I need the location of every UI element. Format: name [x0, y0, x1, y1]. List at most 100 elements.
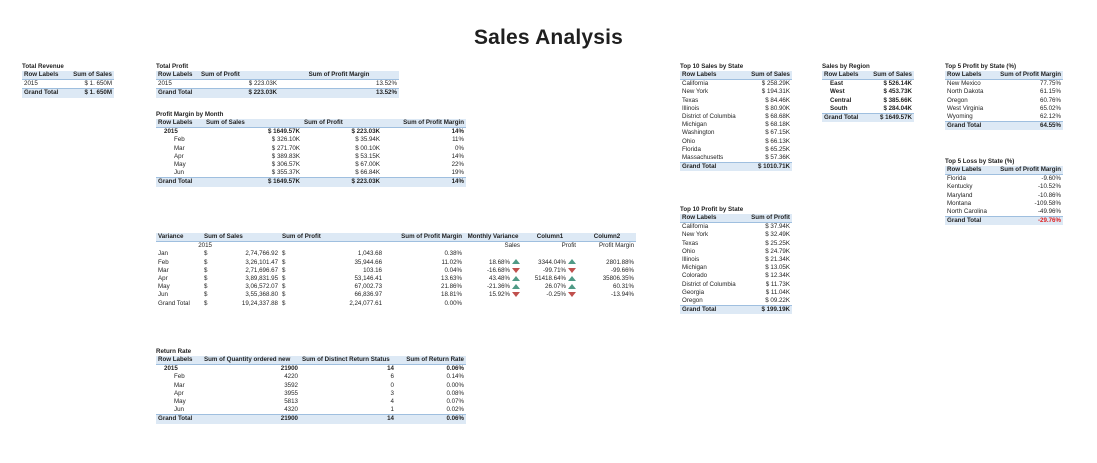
col-header[interactable]: Sum of Return Rate [396, 356, 466, 366]
grand-total-value[interactable]: $ 223.03K [199, 88, 279, 98]
grand-total-label[interactable]: Grand Total [156, 414, 202, 424]
grand-total-value[interactable]: 14 [300, 414, 396, 424]
row-label[interactable]: 2015 [24, 80, 38, 88]
table-row[interactable]: District of Columbia $ 11.73K [680, 281, 792, 289]
col-header[interactable]: Row Labels [680, 214, 746, 224]
col-header[interactable]: Sum of Sales [202, 233, 281, 243]
table-row[interactable]: Mar 3592 0 0.00% [156, 382, 466, 390]
cell-value[interactable]: $ 1. 650M [84, 80, 112, 88]
col-header[interactable]: Row Labels [945, 166, 995, 176]
table-row[interactable]: Kentucky -10.52% [945, 183, 1063, 191]
table-row[interactable]: Apr $3,89,831.95 $53,146.41 13.63% 43.48% 514… [156, 275, 636, 283]
cell-value[interactable]: 14 [387, 365, 394, 373]
grand-total-label[interactable]: Grand Total [22, 88, 64, 98]
table-row[interactable]: Maryland -10.86% [945, 192, 1063, 200]
table-row[interactable]: Michigan $ 13.05K [680, 264, 792, 272]
grand-total-value[interactable]: 0.06% [396, 414, 466, 424]
table-row[interactable]: May $ 306.57K $ 67.00K 22% [156, 161, 466, 169]
table-row[interactable]: North Carolina -49.96% [945, 208, 1063, 217]
table-row[interactable]: Texas $ 25.25K [680, 240, 792, 248]
col-header[interactable]: Row Labels [156, 119, 204, 129]
col-header[interactable]: Monthly Variance [464, 233, 523, 243]
grand-total-value[interactable]: 21900 [202, 414, 300, 424]
table-row[interactable]: Feb 4220 6 0.14% [156, 373, 466, 381]
table-row[interactable]: Michigan $ 68.18K [680, 121, 792, 129]
table-row[interactable]: New York $ 194.31K [680, 88, 792, 96]
col-header[interactable]: Column1 [522, 233, 579, 243]
table-row[interactable]: New Mexico 77.75% [945, 80, 1063, 89]
table-row[interactable]: North Dakota 61.15% [945, 88, 1063, 96]
table-row[interactable]: Feb $ 326.10K $ 35.94K 11% [156, 136, 466, 144]
grand-total-label[interactable]: Grand Total [156, 177, 204, 187]
col-header[interactable]: Sum of Profit [302, 119, 382, 129]
year-row-label[interactable]: 2015 [164, 128, 178, 136]
table-row[interactable]: Apr $ 389.83K $ 53.15K 14% [156, 153, 466, 161]
cell-value[interactable]: 0.06% [446, 365, 464, 373]
cell-value[interactable]: $ 223.03K [248, 80, 277, 88]
col-header[interactable]: Sum of Profit [199, 71, 279, 81]
table-row[interactable]: Massachusetts $ 57.36K [680, 154, 792, 163]
table-row[interactable]: West Virginia 65.02% [945, 105, 1063, 113]
col-header[interactable]: Sum of Profit Margin [279, 71, 399, 81]
col-header[interactable]: Sum of Sales [204, 119, 302, 129]
grand-total-row[interactable]: Grand Total 64.55% [945, 121, 1063, 131]
table-row[interactable]: Florida $ 65.25K [680, 146, 792, 154]
table-row[interactable]: Ohio $ 66.13K [680, 138, 792, 146]
col-header[interactable]: Sum of Quantity ordered new [202, 356, 300, 366]
col-header[interactable]: Column2 [578, 233, 637, 243]
grand-total-row[interactable]: Grand Total $ 1010.71K [680, 162, 792, 172]
grand-total-value[interactable]: $ 1. 650M [64, 88, 114, 98]
table-row[interactable]: Central $ 385.66K [822, 97, 914, 105]
col-header[interactable]: Row Labels [156, 356, 202, 366]
grand-total-value[interactable]: 14% [382, 177, 466, 187]
col-header[interactable]: Sum of Sales [866, 71, 914, 81]
year-row-label[interactable]: 2015 [164, 365, 178, 373]
table-row[interactable]: Apr 3955 3 0.08% [156, 390, 466, 398]
col-header[interactable]: Row Labels [680, 71, 746, 81]
table-row[interactable]: California $ 37.94K [680, 223, 792, 232]
cell-value[interactable]: 21900 [280, 365, 298, 373]
table-row[interactable]: May $3,06,572.07 $67,002.73 21.86% -21.36% 26… [156, 283, 636, 291]
col-header[interactable]: Sum of Profit Margin [995, 166, 1063, 176]
col-header[interactable]: Variance [156, 233, 202, 243]
table-row[interactable]: District of Columbia $ 68.68K [680, 113, 792, 121]
table-row[interactable]: Ohio $ 24.79K [680, 248, 792, 256]
col-header[interactable]: Sum of Sales [746, 71, 792, 81]
table-row[interactable]: Montana -109.58% [945, 200, 1063, 208]
table-row[interactable]: Jan $2,74,766.92 $1,043.68 0.38% [156, 250, 636, 258]
table-row[interactable]: Feb $3,26,101.47 $35,944.66 11.02% 18.68% 334… [156, 259, 636, 267]
col-header[interactable]: Sum of Profit Margin [995, 71, 1063, 81]
table-row[interactable]: Grand Total $19,24,337.88 $2,24,077.61 0.00… [156, 300, 636, 308]
table-row[interactable]: Oregon 60.76% [945, 97, 1063, 105]
table-row[interactable]: Illinois $ 80.90K [680, 105, 792, 113]
col-header[interactable]: Sum of Profit Margin [384, 233, 465, 243]
table-row[interactable]: Mar $ 271.70K $ 00.10K 0% [156, 145, 466, 153]
table-row[interactable]: Colorado $ 12.34K [680, 272, 792, 280]
col-header[interactable]: Sum of Profit [280, 233, 385, 243]
grand-total-value[interactable]: 13.52% [279, 88, 399, 98]
table-row[interactable]: Mar $2,71,696.67 $103.16 0.04% -16.68% -99.71… [156, 267, 636, 275]
cell-value[interactable]: $ 223.03K [351, 128, 380, 136]
table-row[interactable]: East $ 526.14K [822, 80, 914, 89]
table-row[interactable]: West $ 453.73K [822, 88, 914, 96]
col-header[interactable]: Sum of Sales [64, 71, 114, 81]
cell-value[interactable]: 13.52% [376, 80, 397, 88]
col-header[interactable]: Sum of Profit Margin [382, 119, 466, 129]
grand-total-row[interactable]: Grand Total $ 199.19K [680, 305, 792, 315]
table-row[interactable]: Jun $ 355.37K $ 66.84K 19% [156, 169, 466, 178]
grand-total-row[interactable]: Grand Total $ 1649.57K [822, 113, 914, 123]
cell-value[interactable]: $ 1649.57K [268, 128, 300, 136]
col-header[interactable]: Sum of Distinct Return Status [300, 356, 396, 366]
grand-total-row[interactable]: Grand Total -29.76% [945, 216, 1063, 226]
table-row[interactable]: Jun $3,55,368.80 $66,836.97 18.81% 15.92% -0.… [156, 291, 636, 299]
table-row[interactable]: Georgia $ 11.04K [680, 289, 792, 297]
table-row[interactable]: Washington $ 67.15K [680, 129, 792, 137]
table-row[interactable]: South $ 284.04K [822, 105, 914, 114]
table-row[interactable]: Jun 4320 1 0.02% [156, 406, 466, 415]
table-row[interactable]: Florida -9.60% [945, 175, 1063, 184]
table-row[interactable]: May 5813 4 0.07% [156, 398, 466, 406]
col-header[interactable]: Row Labels [822, 71, 866, 81]
table-row[interactable]: Illinois $ 21.34K [680, 256, 792, 264]
grand-total-value[interactable]: $ 223.03K [302, 177, 382, 187]
table-row[interactable]: Oregon $ 09.22K [680, 297, 792, 306]
